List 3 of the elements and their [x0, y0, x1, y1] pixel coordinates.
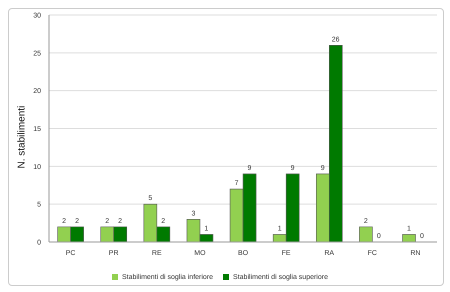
y-axis-title: N. stabilimenti [16, 106, 28, 168]
bar [402, 234, 416, 242]
bar [359, 226, 373, 242]
